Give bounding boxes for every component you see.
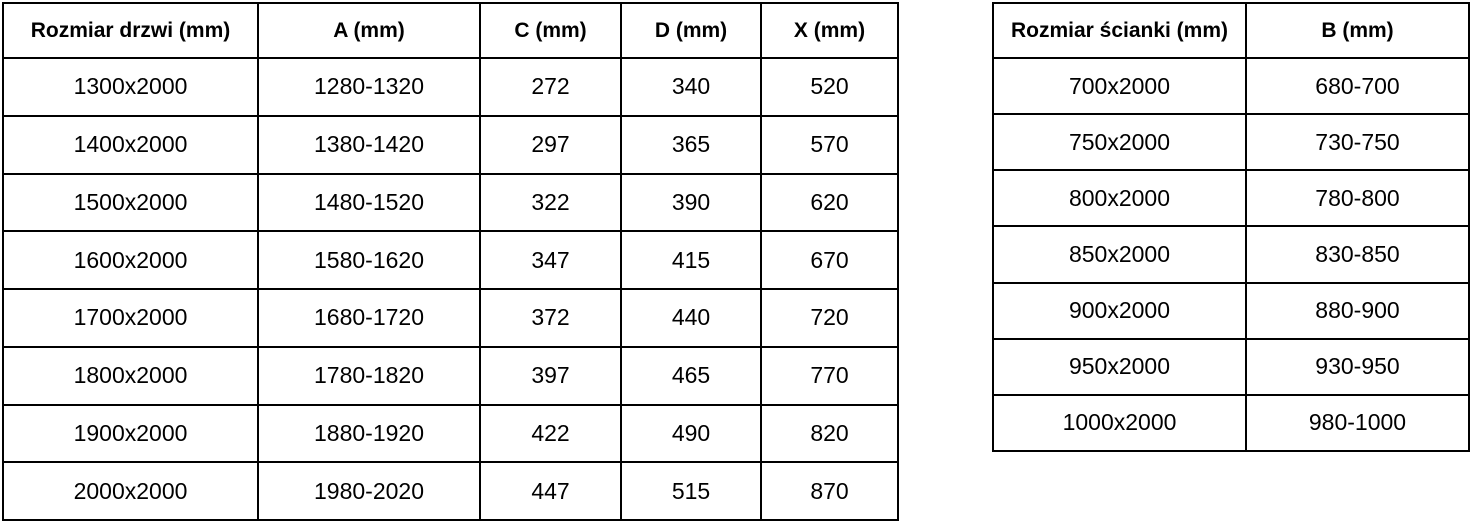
wall-sizes-row-0: 700x2000 680-700: [992, 56, 1470, 116]
table-cell: 770: [760, 345, 899, 406]
table-cell: 720: [760, 288, 899, 348]
table-cell: 415: [620, 230, 762, 290]
table-cell: 1580-1620: [257, 230, 481, 290]
table-cell: 365: [620, 114, 762, 175]
table-cell: 930-950: [1245, 337, 1470, 396]
wall-sizes-column-header-0: Rozmiar ścianki (mm): [992, 2, 1247, 59]
wall-sizes-row-1: 750x2000 730-750: [992, 113, 1470, 172]
door-sizes-row-2: 1500x2000 1480-1520 322 390 620: [2, 172, 899, 233]
table-cell: 297: [479, 114, 622, 175]
wall-sizes-header-row: Rozmiar ścianki (mm) B (mm): [992, 2, 1470, 59]
door-sizes-row-6: 1900x2000 1880-1920 422 490 820: [2, 403, 899, 464]
table-cell: 1800x2000: [2, 345, 259, 406]
table-cell: 700x2000: [992, 56, 1247, 116]
table-cell: 465: [620, 345, 762, 406]
table-cell: 830-850: [1245, 225, 1470, 284]
table-cell: 1680-1720: [257, 288, 481, 348]
table-cell: 670: [760, 230, 899, 290]
table-cell: 980-1000: [1245, 393, 1470, 453]
door-sizes-row-4: 1700x2000 1680-1720 372 440 720: [2, 288, 899, 348]
door-sizes-header-row: Rozmiar drzwi (mm) A (mm) C (mm) D (mm) X (m…: [2, 2, 899, 59]
table-cell: 1400x2000: [2, 114, 259, 175]
table-cell: 1000x2000: [992, 393, 1247, 453]
table-cell: 750x2000: [992, 113, 1247, 172]
door-sizes-row-7: 2000x2000 1980-2020 447 515 870: [2, 461, 899, 521]
table-cell: 1600x2000: [2, 230, 259, 290]
door-sizes-row-5: 1800x2000 1780-1820 397 465 770: [2, 345, 899, 406]
wall-sizes-row-6: 1000x2000 980-1000: [992, 393, 1470, 453]
door-sizes-row-1: 1400x2000 1380-1420 297 365 570: [2, 114, 899, 175]
table-cell: 322: [479, 172, 622, 233]
table-cell: 870: [760, 461, 899, 521]
wall-sizes-row-3: 850x2000 830-850: [992, 225, 1470, 284]
table-cell: 1700x2000: [2, 288, 259, 348]
door-sizes-row-3: 1600x2000 1580-1620 347 415 670: [2, 230, 899, 290]
wall-sizes-row-5: 950x2000 930-950: [992, 337, 1470, 396]
table-cell: 880-900: [1245, 281, 1470, 340]
table-cell: 447: [479, 461, 622, 521]
table-cell: 1900x2000: [2, 403, 259, 464]
table-cell: 1280-1320: [257, 57, 481, 117]
table-cell: 730-750: [1245, 113, 1470, 172]
table-cell: 490: [620, 403, 762, 464]
table-cell: 422: [479, 403, 622, 464]
table-cell: 1780-1820: [257, 345, 481, 406]
table-cell: 820: [760, 403, 899, 464]
wall-sizes-row-4: 900x2000 880-900: [992, 281, 1470, 340]
table-cell: 570: [760, 114, 899, 175]
table-cell: 620: [760, 172, 899, 233]
wall-sizes-table: Rozmiar ścianki (mm) B (mm) 700x2000 680-7…: [992, 2, 1470, 453]
door-sizes-column-header-2: C (mm): [479, 2, 622, 59]
table-cell: 800x2000: [992, 169, 1247, 228]
table-cell: 340: [620, 57, 762, 117]
door-sizes-table: Rozmiar drzwi (mm) A (mm) C (mm) D (mm) X (m…: [2, 2, 899, 521]
table-cell: 900x2000: [992, 281, 1247, 340]
door-sizes-body: 1300x2000 1280-1320 272 340 520 1400x2000 1380…: [2, 57, 899, 521]
table-cell: 1980-2020: [257, 461, 481, 521]
table-cell: 680-700: [1245, 56, 1470, 116]
table-cell: 272: [479, 57, 622, 117]
table-cell: 850x2000: [992, 225, 1247, 284]
table-cell: 1480-1520: [257, 172, 481, 233]
wall-sizes-column-header-1: B (mm): [1245, 2, 1470, 59]
table-cell: 520: [760, 57, 899, 117]
table-cell: 780-800: [1245, 169, 1470, 228]
wall-sizes-row-2: 800x2000 780-800: [992, 169, 1470, 228]
table-cell: 515: [620, 461, 762, 521]
door-sizes-column-header-3: D (mm): [620, 2, 762, 59]
table-cell: 1500x2000: [2, 172, 259, 233]
table-cell: 950x2000: [992, 337, 1247, 396]
table-cell: 1880-1920: [257, 403, 481, 464]
table-cell: 347: [479, 230, 622, 290]
table-cell: 2000x2000: [2, 461, 259, 521]
table-cell: 390: [620, 172, 762, 233]
door-sizes-column-header-1: A (mm): [257, 2, 481, 59]
table-cell: 1380-1420: [257, 114, 481, 175]
table-cell: 372: [479, 288, 622, 348]
door-sizes-row-0: 1300x2000 1280-1320 272 340 520: [2, 57, 899, 117]
table-cell: 440: [620, 288, 762, 348]
wall-sizes-body: 700x2000 680-700 750x2000 730-750 800x2000 78…: [992, 56, 1470, 453]
table-cell: 1300x2000: [2, 57, 259, 117]
door-sizes-column-header-4: X (mm): [760, 2, 899, 59]
door-sizes-column-header-0: Rozmiar drzwi (mm): [2, 2, 259, 59]
table-cell: 397: [479, 345, 622, 406]
